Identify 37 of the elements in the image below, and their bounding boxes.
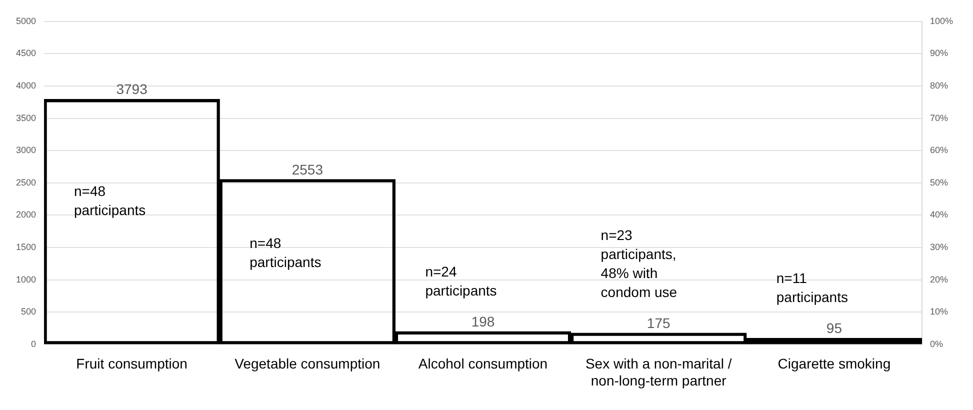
y-tick-label: 4000 [16,80,36,90]
annotation: n=11 participants [776,270,848,306]
x-tick-label: Fruit consumption [76,356,188,372]
y2-tick-label: 60% [930,145,948,156]
data-label: 175 [646,314,670,331]
y2-tick-label: 80% [930,80,948,90]
data-label: 198 [471,313,495,330]
y-tick-label: 3500 [16,112,36,123]
y-tick-label: 1500 [16,242,36,252]
annotation: n=48 participants [250,234,322,270]
annotation: n=23 participants, 48% with condom use [600,226,678,300]
y2-tick-label: 40% [930,210,948,220]
y2-tick-label: 10% [930,306,948,317]
annotation: n=48 participants [74,182,146,218]
data-label: 2553 [292,161,324,178]
y-tick-label: 4500 [16,48,36,58]
y-tick-label: 2500 [16,177,36,188]
y2-tick-label: 100% [930,16,954,26]
annotation: n=24 participants [425,263,497,298]
y-tick-label: 1000 [16,274,36,284]
y-tick-label: 2000 [16,210,36,220]
x-tick-label: Alcohol consumption [418,356,548,372]
x-tick-label: Sex with a non-marital / non-long-term partner [585,356,732,388]
y2-tick-label: 70% [930,112,948,123]
y-tick-label: 5000 [16,16,36,26]
data-label: 3793 [116,81,148,98]
y-tick-label: 3000 [16,145,36,156]
data-label: 95 [826,320,842,336]
y2-tick-label: 50% [930,177,948,188]
y-tick-label: 0 [31,338,36,349]
y-tick-label: 500 [20,306,36,317]
y2-tick-label: 20% [930,274,948,284]
y2-tick-label: 90% [930,48,948,58]
x-tick-label: Cigarette smoking [778,356,891,372]
y2-tick-label: 0% [930,338,943,349]
x-tick-label: Vegetable consumption [234,356,380,372]
y2-tick-label: 30% [930,242,948,252]
